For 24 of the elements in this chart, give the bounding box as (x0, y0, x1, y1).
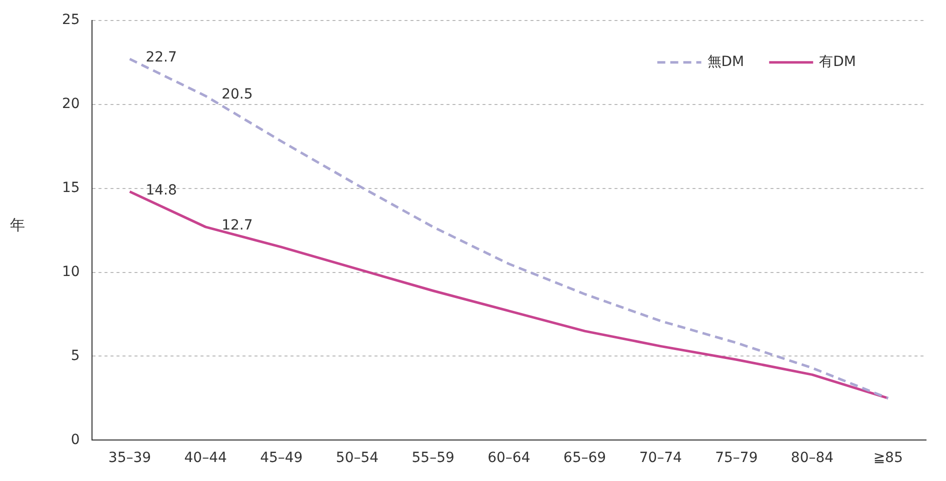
x-tick-label: 50–54 (336, 450, 379, 466)
y-tick-label: 15 (62, 180, 80, 196)
legend-label: 無DM (707, 54, 744, 70)
x-tick-label: 70–74 (639, 450, 682, 466)
x-tick-label: 35–39 (108, 450, 152, 466)
legend-label: 有DM (819, 54, 856, 70)
x-tick-label: ≧85 (873, 450, 903, 466)
data-label: 22.7 (146, 50, 177, 66)
data-label: 12.7 (222, 218, 253, 234)
y-axis-title: 年 (10, 216, 25, 235)
y-tick-label: 25 (62, 12, 80, 28)
data-label: 20.5 (222, 86, 253, 103)
x-tick-label: 75–79 (715, 450, 758, 466)
y-tick-label: 20 (62, 96, 80, 112)
y-tick-label: 0 (70, 432, 80, 448)
x-tick-label: 45–49 (260, 450, 303, 466)
x-tick-label: 60–64 (488, 450, 530, 466)
x-tick-label: 80–84 (790, 450, 834, 466)
x-tick-label: 40–44 (184, 450, 227, 466)
x-tick-label: 55–59 (412, 450, 454, 466)
y-tick-label: 10 (62, 264, 80, 280)
data-label: 14.8 (146, 182, 177, 198)
y-tick-label: 5 (70, 348, 80, 364)
x-tick-label: 65–69 (563, 450, 606, 466)
